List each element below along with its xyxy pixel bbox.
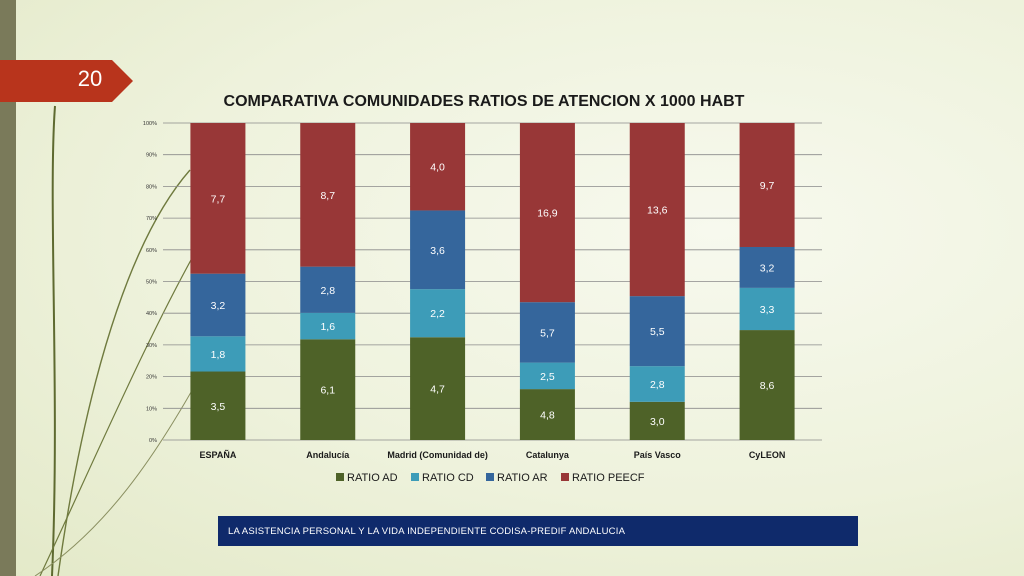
bar-segment <box>300 123 356 267</box>
data-label: 2,8 <box>320 285 335 297</box>
x-tick-label: Catalunya <box>526 450 570 460</box>
y-tick-label: 60% <box>146 248 157 254</box>
data-label: 8,6 <box>760 380 775 392</box>
x-tick-label: Andalucía <box>306 450 350 460</box>
y-tick-label: 10% <box>146 406 157 412</box>
bar-segment <box>739 246 795 288</box>
y-tick-label: 90% <box>146 153 157 159</box>
bar-segment <box>519 123 575 303</box>
data-label: 3,2 <box>760 262 775 274</box>
data-label: 3,3 <box>760 304 775 316</box>
footer-banner: LA ASISTENCIA PERSONAL Y LA VIDA INDEPEN… <box>218 516 858 546</box>
legend-swatch <box>561 473 569 481</box>
bar-segment <box>629 366 685 402</box>
slide-number-badge <box>0 60 133 102</box>
legend-label: RATIO AD <box>347 472 398 484</box>
data-label: 5,5 <box>650 326 665 338</box>
data-label: 6,1 <box>320 385 335 397</box>
legend-label: RATIO AR <box>497 472 548 484</box>
bar-segment <box>410 289 466 338</box>
bar-segment <box>410 337 466 440</box>
bar-segment <box>519 302 575 363</box>
y-tick-label: 100% <box>143 121 157 127</box>
bar-segment <box>190 336 246 372</box>
legend-label: RATIO CD <box>422 472 474 484</box>
y-tick-label: 0% <box>149 438 157 444</box>
data-label: 13,6 <box>647 205 668 217</box>
data-label: 1,8 <box>211 349 226 361</box>
data-label: 3,5 <box>211 401 226 413</box>
x-tick-label: ESPAÑA <box>199 450 236 460</box>
bar-segment <box>629 123 685 297</box>
bar-segment <box>410 123 466 211</box>
bar-segment <box>519 389 575 440</box>
y-tick-label: 70% <box>146 216 157 222</box>
data-label: 4,0 <box>430 162 445 174</box>
slide-number: 20 <box>77 66 103 91</box>
data-label: 9,7 <box>760 180 775 192</box>
data-label: 2,5 <box>540 371 555 383</box>
data-label: 5,7 <box>540 327 555 339</box>
bar-segment <box>300 266 356 313</box>
data-label: 8,7 <box>320 190 335 202</box>
data-label: 4,7 <box>430 384 445 396</box>
x-tick-label: CyLEON <box>749 450 786 460</box>
bar-segment <box>629 401 685 440</box>
legend-label: RATIO PEECF <box>572 472 645 484</box>
y-tick-label: 20% <box>146 375 157 381</box>
data-label: 3,0 <box>650 416 665 428</box>
bar-segment <box>739 123 795 247</box>
x-tick-label: Madrid (Comunidad de) <box>387 450 488 460</box>
data-label: 2,8 <box>650 379 665 391</box>
stacked-bar-chart: COMPARATIVA COMUNIDADES RATIOS DE ATENCI… <box>143 93 822 484</box>
legend-swatch <box>336 473 344 481</box>
data-label: 2,2 <box>430 308 445 320</box>
bar-segment <box>739 287 795 331</box>
bar-segment <box>300 339 356 440</box>
data-label: 16,9 <box>537 208 558 220</box>
data-label: 3,6 <box>430 245 445 257</box>
bar-segment <box>190 371 246 440</box>
data-label: 4,8 <box>540 410 555 422</box>
bar-segment <box>629 296 685 367</box>
bar-segment <box>190 123 246 274</box>
legend-swatch <box>486 473 494 481</box>
y-tick-label: 80% <box>146 184 157 190</box>
y-tick-label: 40% <box>146 311 157 317</box>
bar-segment <box>519 362 575 390</box>
bar-segment <box>410 210 466 290</box>
bar-segment <box>739 330 795 440</box>
y-tick-label: 30% <box>146 343 157 349</box>
y-tick-label: 50% <box>146 280 157 286</box>
chart-title: COMPARATIVA COMUNIDADES RATIOS DE ATENCI… <box>224 93 745 110</box>
left-accent-bar <box>0 0 16 576</box>
bar-segment <box>190 273 246 337</box>
footer-text: LA ASISTENCIA PERSONAL Y LA VIDA INDEPEN… <box>228 525 626 537</box>
data-label: 1,6 <box>320 321 335 333</box>
bar-segment <box>300 312 356 340</box>
x-tick-label: País Vasco <box>634 450 682 460</box>
data-label: 3,2 <box>211 300 226 312</box>
legend-swatch <box>411 473 419 481</box>
data-label: 7,7 <box>211 193 226 205</box>
